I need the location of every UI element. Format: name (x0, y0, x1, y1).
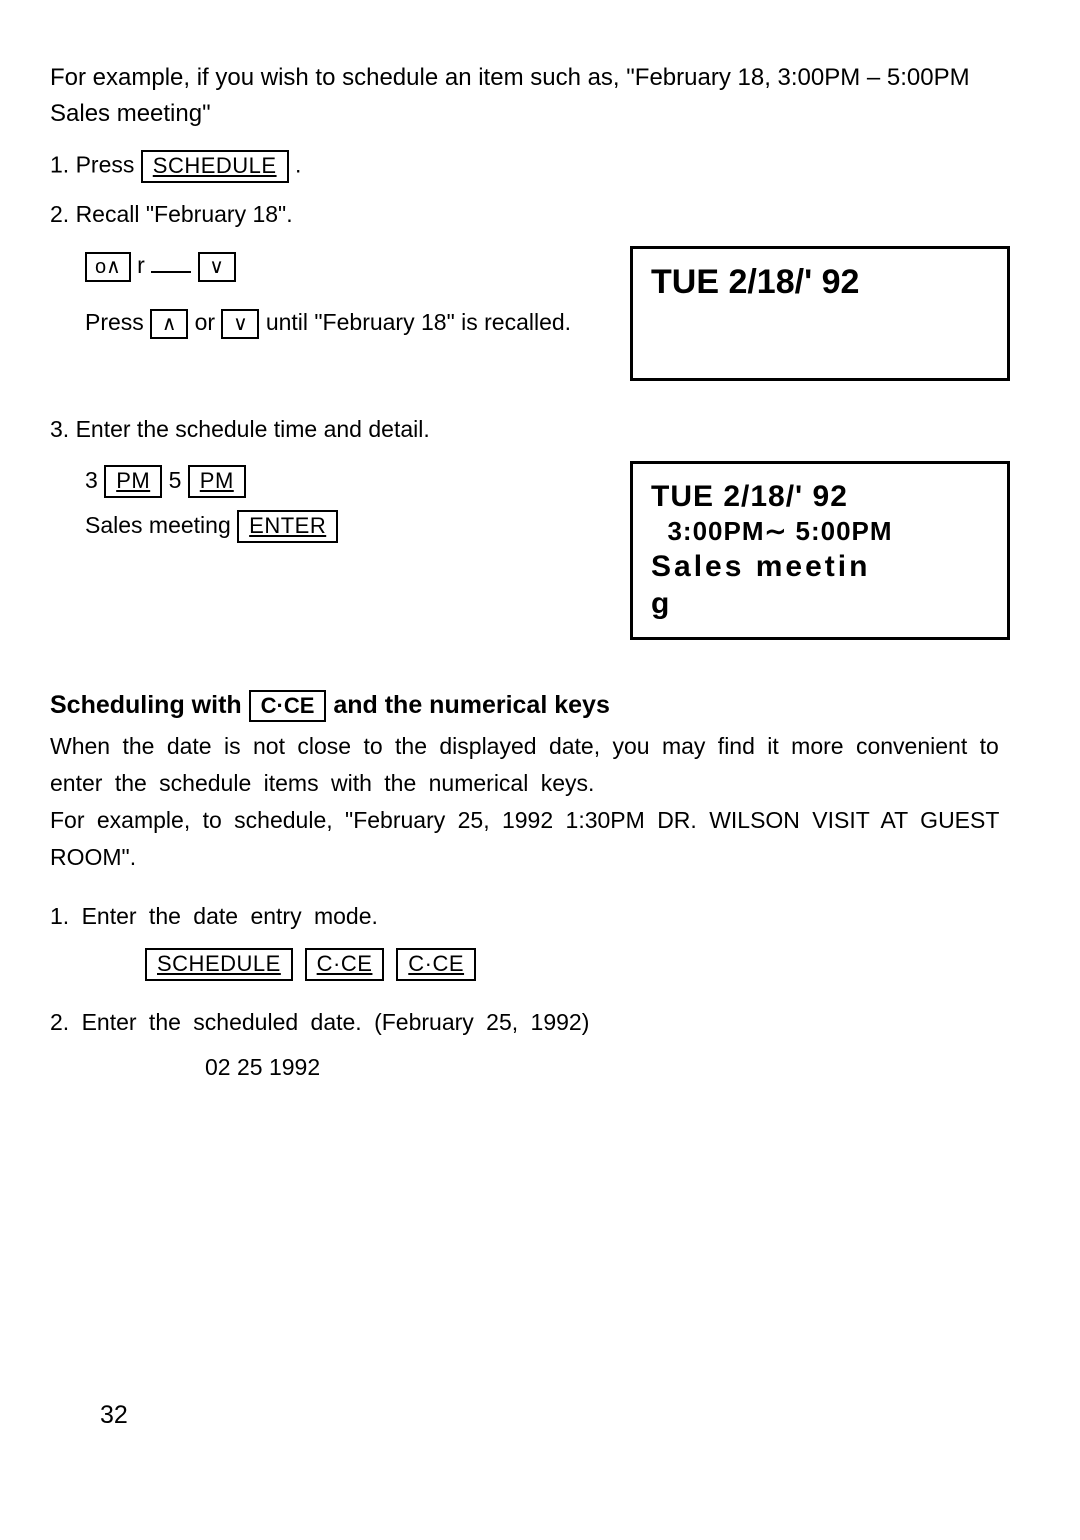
intro-text: For example, if you wish to schedule an … (50, 60, 1030, 132)
blank-line (151, 271, 191, 273)
t3: 3 (85, 467, 104, 493)
cce-key-1: C·CE (305, 948, 385, 981)
step1-suffix: . (295, 151, 301, 177)
heading-post: and the numerical keys (333, 691, 610, 719)
step-3-row: 3 PM 5 PM Sales meeting ENTER TUE 2/18/'… (50, 461, 1030, 640)
heading-pre: Scheduling with (50, 691, 249, 719)
key-o-up: o∧ (85, 252, 131, 282)
step-s2-label: 2. Enter the scheduled date. (February 2… (50, 1009, 1030, 1036)
r-text: r (137, 252, 151, 278)
sales-text: Sales meeting (85, 512, 237, 538)
section-2-para: When the date is not close to the displa… (50, 728, 1030, 875)
up-key-icon: ∧ (150, 309, 188, 339)
lcd-display-2: TUE 2/18/' 92 3:00PM∼ 5:00PM Sales meeti… (630, 461, 1010, 640)
display2-line2: 3:00PM∼ 5:00PM (651, 515, 989, 548)
step-3-left: 3 PM 5 PM Sales meeting ENTER (85, 461, 590, 545)
step-2-row: o∧ r ∨ Press ∧ or ∨ until "February 18" … (50, 246, 1030, 381)
enter-key: ENTER (237, 510, 338, 543)
pm-key-1: PM (104, 465, 162, 498)
step-1: 1. Press SCHEDULE . (50, 150, 1030, 183)
pm-key-2: PM (188, 465, 246, 498)
t5: 5 (169, 467, 188, 493)
page-number: 32 (100, 1401, 128, 1430)
display2-line1: TUE 2/18/' 92 (651, 478, 989, 516)
display1-line1: TUE 2/18/' 92 (651, 263, 989, 302)
press-text-2: or (195, 309, 222, 335)
down-key-icon: ∨ (198, 252, 236, 282)
cce-key-2: C·CE (396, 948, 476, 981)
step-2-left: o∧ r ∨ Press ∧ or ∨ until "February 18" … (85, 246, 590, 342)
schedule-key-2: SCHEDULE (145, 948, 293, 981)
step-2-label: 2. Recall "February 18". (50, 201, 1030, 228)
section-2-heading: Scheduling with C·CE and the numerical k… (50, 690, 1030, 723)
press-text-1: Press (85, 309, 150, 335)
step1-label: 1. Press (50, 151, 134, 177)
display2-line3: Sales meetin (651, 548, 989, 586)
down-key-icon-2: ∨ (221, 309, 259, 339)
step-s1-label: 1. Enter the date entry mode. (50, 903, 1030, 930)
step-s1-keys: SCHEDULE C·CE C·CE (145, 948, 1030, 981)
lcd-display-1: TUE 2/18/' 92 (630, 246, 1010, 381)
step-s2-date: 02 25 1992 (205, 1054, 1030, 1081)
press-text-3: until "February 18" is recalled. (266, 309, 571, 335)
schedule-key: SCHEDULE (141, 150, 289, 183)
step-3-label: 3. Enter the schedule time and detail. (50, 416, 1030, 443)
cce-key-heading: C·CE (249, 690, 327, 723)
display2-line4: g (651, 585, 989, 623)
